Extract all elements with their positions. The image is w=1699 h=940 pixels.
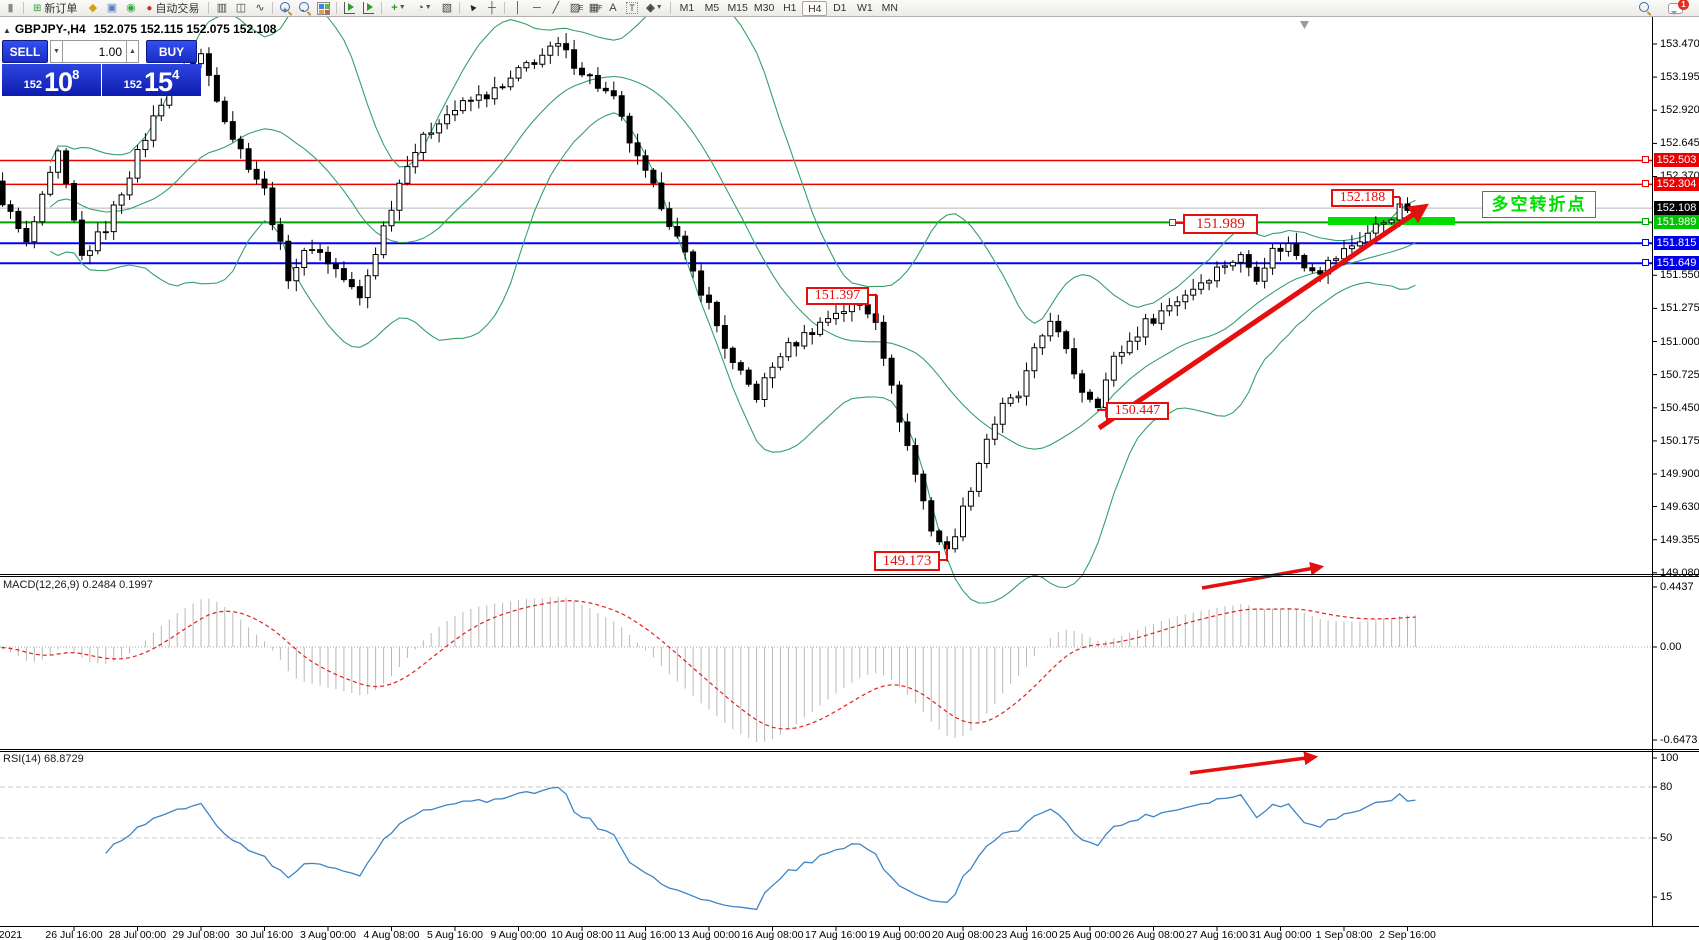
buy-price-display[interactable]: 152 15 4 [102, 64, 201, 96]
new-order-button[interactable]: ⊞ 新订单 [27, 0, 83, 16]
bearish-candles [0, 43, 1411, 550]
volume-input[interactable] [63, 40, 126, 63]
chevron-down-icon: ▼ [424, 4, 432, 11]
buy-button[interactable]: BUY [146, 40, 197, 63]
line-chart-icon[interactable]: ∿ [255, 2, 265, 14]
new-order-button-icon: ⊞ [33, 2, 42, 14]
one-click-trade-panel: SELL ▼ ▲ BUY 152 10 8 152 15 4 [2, 40, 201, 96]
buy-price-point: 4 [172, 67, 180, 82]
sell-price-pips: 10 [44, 67, 73, 97]
notifications-icon[interactable]: 1 [1666, 0, 1689, 16]
bollinger-middle-band [49, 75, 1416, 450]
period-menu-icon[interactable]: ◔ ▼ [417, 2, 432, 14]
toolbar-separator [504, 2, 506, 14]
toolbar-separator [336, 2, 338, 14]
rsi-line [105, 786, 1416, 911]
label-icon[interactable]: T [622, 0, 641, 16]
text-icon[interactable]: A [609, 2, 617, 14]
zoom-in-icon[interactable]: + [276, 0, 295, 16]
rsi-label: RSI(14) 68.8729 [3, 753, 84, 765]
clear-icon[interactable]: ◆ [88, 2, 98, 14]
timeframe-M30[interactable]: M30 [753, 1, 775, 14]
templates-icon[interactable]: ▧ [441, 2, 453, 14]
chevron-down-icon: ▼ [398, 4, 406, 11]
sell-price-point: 8 [72, 67, 80, 82]
one-click-panel-toggle-icon[interactable]: ▲ [3, 26, 11, 35]
chart-title: ▲ GBPJPY-,H4 152.075 152.115 152.075 152.1… [3, 22, 276, 36]
timeframe-M15[interactable]: M15 [727, 1, 748, 14]
autotrading-button-label: 自动交易 [155, 3, 200, 15]
timeframe-W1[interactable]: W1 [856, 1, 873, 14]
indicators-icon[interactable] [340, 0, 359, 16]
bollinger-upper-band [49, 0, 1416, 325]
tile-windows-icon[interactable] [314, 0, 333, 16]
horizontal-line-icon[interactable]: ─ [533, 2, 541, 14]
macd-arrow[interactable] [1201, 561, 1325, 590]
timeframe-M5[interactable]: M5 [704, 1, 720, 14]
rsi-arrow[interactable] [1189, 751, 1319, 775]
toolbar-separator [381, 2, 383, 14]
toolbar-separator [272, 2, 274, 14]
buy-price-base: 152 [123, 79, 143, 91]
signal-icon[interactable]: ◉ [126, 2, 136, 14]
shapes-icon[interactable]: ◈ ▼ [646, 2, 663, 14]
timeframe-M1[interactable]: M1 [679, 1, 695, 14]
toolbar-separator [208, 2, 210, 14]
notification-badge: 1 [1678, 0, 1689, 10]
candles-chart-icon[interactable]: ◫ [235, 2, 247, 14]
volume-decrease-button[interactable]: ▼ [50, 40, 63, 63]
macd-histogram [2, 596, 1416, 742]
autotrading-button-icon: ● [146, 2, 153, 14]
crosshair-icon[interactable]: ┼ [488, 2, 496, 14]
data-window-icon[interactable] [359, 0, 378, 16]
trend-arrow[interactable] [1097, 203, 1429, 431]
profile-icon[interactable]: ▣ [106, 2, 118, 14]
macd-label: MACD(12,26,9) 0.2484 0.1997 [3, 579, 153, 591]
bullish-candles [31, 43, 1419, 550]
fibonacci-icon[interactable]: ▦ F [588, 2, 603, 14]
bars-chart-icon[interactable]: ▥ [216, 2, 228, 14]
toolbar-separator [23, 2, 24, 14]
toolbar-separator [670, 2, 672, 14]
ohlc-values: 152.075 152.115 152.075 152.108 [93, 22, 277, 36]
vertical-line-icon[interactable]: │ [514, 2, 522, 14]
search-icon[interactable] [1635, 0, 1654, 16]
timeframe-H4[interactable]: H4 [802, 0, 828, 16]
toolbar-separator [459, 2, 461, 14]
timeframe-D1[interactable]: D1 [833, 1, 847, 14]
cursor-icon[interactable]: ▲ [465, 0, 480, 15]
zoom-out-icon[interactable]: - [295, 0, 314, 16]
chevron-down-icon: ▼ [655, 4, 663, 11]
trendline-icon[interactable]: ╱ [552, 2, 560, 14]
toolbar: ▮ ⊞ 新订单 ◆ ▣ ◉ ● 自动交易 ▥ ◫ ∿ + - + ▼ ◔ ▼ ▧ ▲ ┼ │ ─ ╱ ▨ E ▦ F A T ◈ ▼ M1 M5… [0, 0, 1699, 17]
timeframe-MN[interactable]: MN [881, 1, 898, 14]
sell-price-display[interactable]: 152 10 8 [2, 64, 101, 96]
sell-button[interactable]: SELL [2, 40, 48, 63]
timeframe-H1[interactable]: H1 [783, 1, 797, 14]
buy-price-pips: 15 [144, 67, 173, 97]
chart-shift-marker-icon[interactable] [1300, 21, 1309, 29]
new-order-button-label: 新订单 [44, 3, 78, 15]
window-icon[interactable]: ▮ [7, 2, 14, 14]
add-indicator-icon[interactable]: + ▼ [391, 2, 406, 14]
sell-price-base: 152 [23, 79, 43, 91]
autotrading-button[interactable]: ● 自动交易 [140, 0, 205, 16]
channel-icon[interactable]: ▨ E [569, 2, 584, 14]
toolbar-right-group: 1 [1635, 0, 1699, 16]
volume-increase-button[interactable]: ▲ [126, 40, 139, 63]
macd-signal-line [0, 600, 1416, 730]
symbol-title: GBPJPY-,H4 [14, 22, 86, 36]
